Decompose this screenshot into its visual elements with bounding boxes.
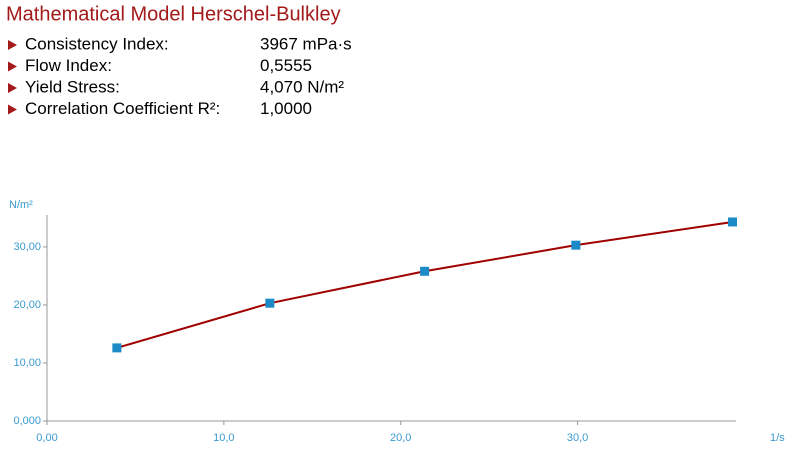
x-tick-label: 30,0 xyxy=(567,432,588,444)
param-label: Flow Index: xyxy=(25,56,112,75)
param-value: 0,5555 xyxy=(260,56,312,75)
data-point xyxy=(571,240,581,250)
param-label: Yield Stress: xyxy=(25,77,120,96)
bullet xyxy=(8,83,17,93)
y-tick-label: 30,00 xyxy=(13,241,41,253)
y-tick-label: 20,00 xyxy=(13,299,41,311)
param-label: Correlation Coefficient R²: xyxy=(25,99,220,118)
data-point xyxy=(728,217,738,227)
bullet xyxy=(8,104,17,115)
y-tick-label: 0,000 xyxy=(13,415,41,427)
data-point xyxy=(420,266,430,276)
x-tick-label: 10,0 xyxy=(213,432,234,444)
model-title: Mathematical Model Herschel-Bulkley xyxy=(6,3,341,25)
data-point xyxy=(112,343,122,353)
x-tick-label: 0,00 xyxy=(36,432,57,444)
param-value: 1,0000 xyxy=(260,99,312,118)
param-value: 3967 mPa·s xyxy=(260,34,352,53)
y-axis-label: N/m² xyxy=(9,199,33,211)
series-line xyxy=(116,220,733,349)
x-axis-label: 1/s xyxy=(770,432,785,444)
param-value: 4,070 N/m² xyxy=(260,77,344,96)
param-label: Consistency Index: xyxy=(25,34,169,53)
bullet xyxy=(8,40,17,50)
y-tick-label: 10,00 xyxy=(13,357,41,369)
bullet xyxy=(8,61,17,72)
x-tick-label: 20,0 xyxy=(390,432,411,444)
data-point xyxy=(265,298,275,308)
